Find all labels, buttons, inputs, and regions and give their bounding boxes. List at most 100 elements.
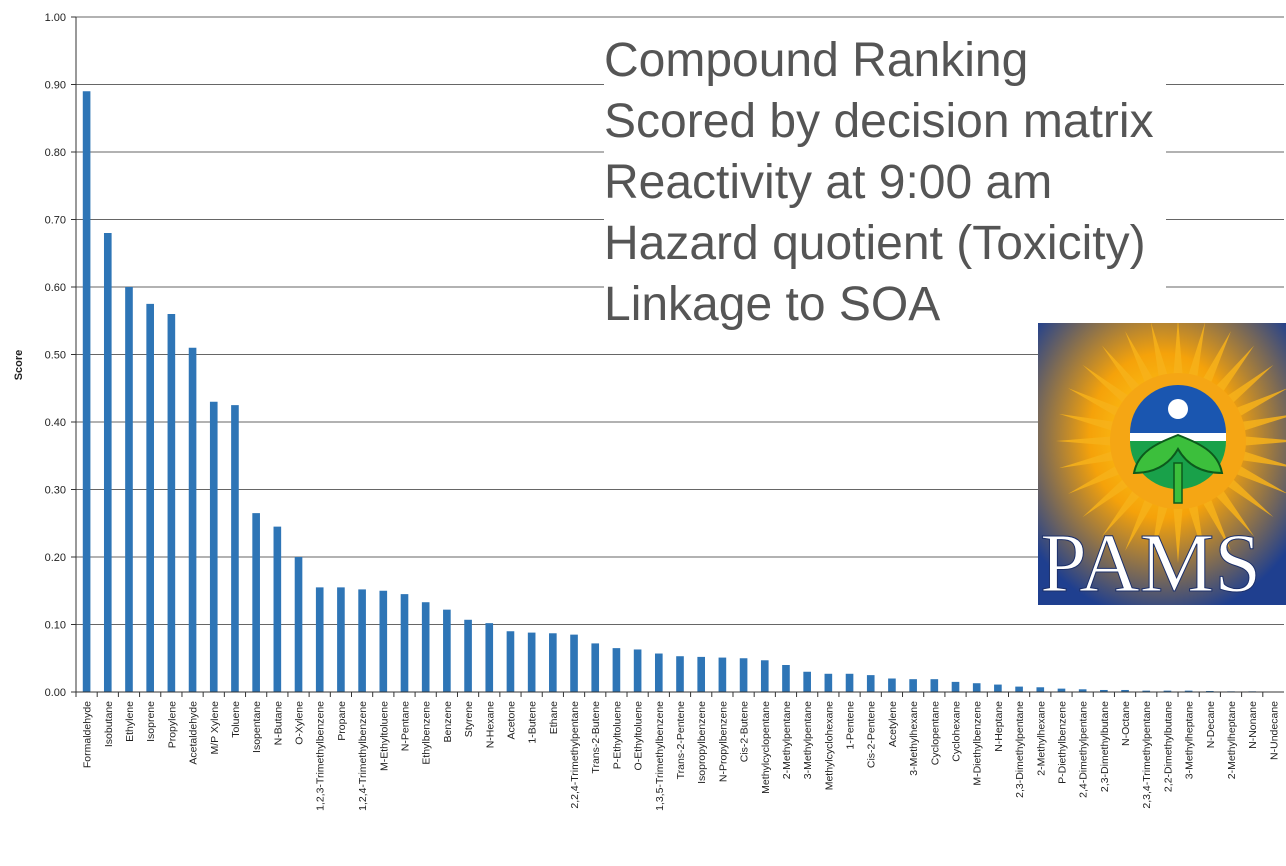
annotation-text: Compound Ranking Scored by decision matr… [604,30,1166,335]
logo-sun-ray [1215,489,1255,537]
logo-sun-ray [1235,388,1286,417]
bar [760,660,769,692]
logo-sun-ray [1241,451,1286,467]
logo-sun-ray [1243,436,1286,446]
category-label: Toluene [230,701,242,738]
category-label: Isopropylbenzene [696,701,708,784]
y-tick-label: 0.70 [45,215,66,227]
bar [1163,690,1172,692]
bar [506,631,515,692]
logo-sun-ray [1082,364,1130,404]
y-axis-label: Score [13,350,25,381]
logo-sun-ray [1150,504,1168,560]
logo-sun-ray [1082,478,1130,518]
category-label: 1,3,5-Trimethylbenzene [654,701,666,811]
category-label: 3-Methylhexane [908,701,920,776]
bar [1142,690,1151,692]
logo-sun-ray [1059,451,1115,469]
y-tick-label: 0.50 [45,350,66,362]
category-label: Methylcyclopentane [760,701,772,794]
bar [1036,687,1045,692]
logo-sun-ray [1101,345,1141,393]
bar [739,658,748,692]
category-label: Propane [336,701,348,741]
bar [188,347,197,692]
category-label: Benzene [442,701,454,743]
bar [654,653,663,692]
logo-sun-ray [1202,498,1231,551]
logo-sun-ray [1059,413,1115,431]
bar [866,675,875,692]
bar [125,287,133,692]
logo-sun-ray [1188,323,1206,378]
category-label: 2,2,4-Trimethylpentane [569,701,581,809]
category-label: Acetaldehyde [188,701,200,765]
bar [1078,689,1087,692]
bar [443,609,451,692]
bar [485,623,494,692]
bar [273,526,282,692]
logo-sun-ray [1068,465,1121,494]
logo-sun-ray [1202,331,1231,384]
category-label: N-Heptane [993,701,1005,752]
category-label: Ethane [548,701,560,734]
category-label: Formaldehyde [82,701,94,768]
bar [570,634,578,692]
logo-sun-ray [1056,436,1113,446]
bar [676,656,684,692]
bar [337,587,345,692]
bar [294,557,303,692]
logo-sun-ray [1150,323,1168,378]
y-tick-label: 0.60 [45,282,66,294]
annotation-line-3: Reactivity at 9:00 am [604,156,1053,209]
category-label: Acetylene [887,701,899,747]
annotation-line-4: Hazard quotient (Toxicity) [604,217,1146,270]
bar [994,684,1002,692]
y-tick-label: 0.90 [45,80,66,92]
bar [782,665,790,692]
category-label: 1,2,4-Trimethylbenzene [357,701,369,811]
category-label: 2,3-Dimethylbutane [1099,701,1111,792]
logo-sun-ray [1226,364,1274,404]
bar [930,679,939,692]
category-label: M-Ethyltoluene [378,701,390,771]
category-label: Cyclopentane [929,701,941,765]
category-label: Trans-2-Butene [590,701,602,774]
category-label: N-Butane [272,701,284,746]
bar [803,671,811,692]
annotation-line-1: Compound Ranking [604,34,1029,87]
logo-sun-ray [1215,345,1255,393]
y-tick-label: 1.00 [45,12,66,24]
bar [400,594,409,692]
logo-sun-ray [1125,498,1154,551]
category-label: Isopentane [251,701,263,753]
category-labels: Formaldehyde Isobutane Ethylene Isoprene Pro… [82,701,1281,811]
category-label: N-Hexane [484,701,496,748]
category-label: 2,3-Dimethylpentane [1014,701,1026,798]
bar [909,679,917,692]
category-label: Trans-2-Pentene [675,701,687,780]
category-label: 1,2,3-Trimethylbenzene [315,701,327,811]
logo-sun-ray [1241,415,1286,431]
category-label: N-Nonane [1247,701,1259,749]
category-label: Cis-2-Pentene [866,701,878,768]
category-label: 2,2-Dimethylbutane [1162,701,1174,792]
bar [951,681,960,692]
bar [464,619,472,692]
bar [1206,690,1214,692]
bar [252,513,260,692]
bar [845,673,854,692]
category-label: O-Xylene [294,701,306,745]
category-label: Acetone [505,701,517,740]
logo-sun-ray [1125,331,1154,384]
y-tick-labels: 0.00 0.10 0.20 0.30 0.40 0.50 0.60 0.70 0.80 0.90… [45,12,66,699]
annotation-line-2: Scored by decision matrix [604,95,1154,148]
category-label: 1-Pentene [845,701,857,750]
category-label: Styrene [463,701,475,737]
bar [379,590,388,692]
category-label: 3-Methylpentane [802,701,814,779]
bar [527,632,536,692]
bar [591,643,600,692]
bar [146,303,154,692]
